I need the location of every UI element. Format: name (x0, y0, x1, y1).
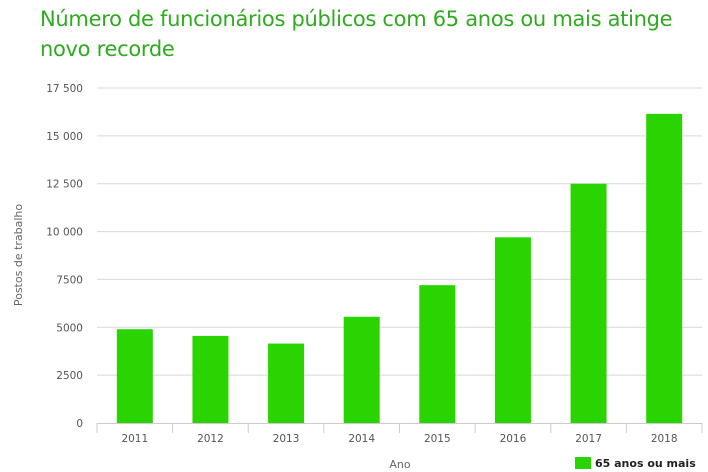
bar-2016[interactable] (494, 237, 531, 423)
y-tick-label: 0 (76, 418, 83, 430)
y-tick-label: 12 500 (46, 179, 83, 191)
x-tick-label: 2015 (424, 433, 451, 445)
bar-2013[interactable] (268, 343, 305, 423)
y-tick-label: 5000 (56, 322, 83, 334)
y-tick-label: 2500 (56, 370, 83, 382)
bar-2017[interactable] (570, 183, 607, 423)
bar-2018[interactable] (646, 113, 683, 423)
x-tick-label: 2016 (500, 433, 527, 445)
bar-2011[interactable] (116, 329, 153, 423)
y-tick-label: 17 500 (46, 83, 83, 95)
legend-swatch[interactable] (575, 457, 591, 469)
bar-2015[interactable] (419, 285, 456, 423)
y-axis-label: Postos de trabalho (12, 204, 25, 307)
y-tick-label: 10 000 (46, 227, 83, 239)
x-tick-label: 2013 (273, 433, 300, 445)
y-tick-label: 7500 (56, 274, 83, 286)
bar-2014[interactable] (343, 316, 380, 423)
bar-2012[interactable] (192, 335, 229, 423)
y-tick-label: 15 000 (46, 131, 83, 143)
legend-label[interactable]: 65 anos ou mais (595, 457, 696, 470)
x-axis-label: Ano (389, 458, 410, 471)
x-tick-label: 2018 (651, 433, 678, 445)
chart-title: Número de funcionários públicos com 65 a… (40, 7, 673, 61)
x-tick-label: 2011 (121, 433, 148, 445)
x-tick-label: 2014 (348, 433, 375, 445)
x-tick-label: 2012 (197, 433, 224, 445)
x-tick-label: 2017 (575, 433, 602, 445)
